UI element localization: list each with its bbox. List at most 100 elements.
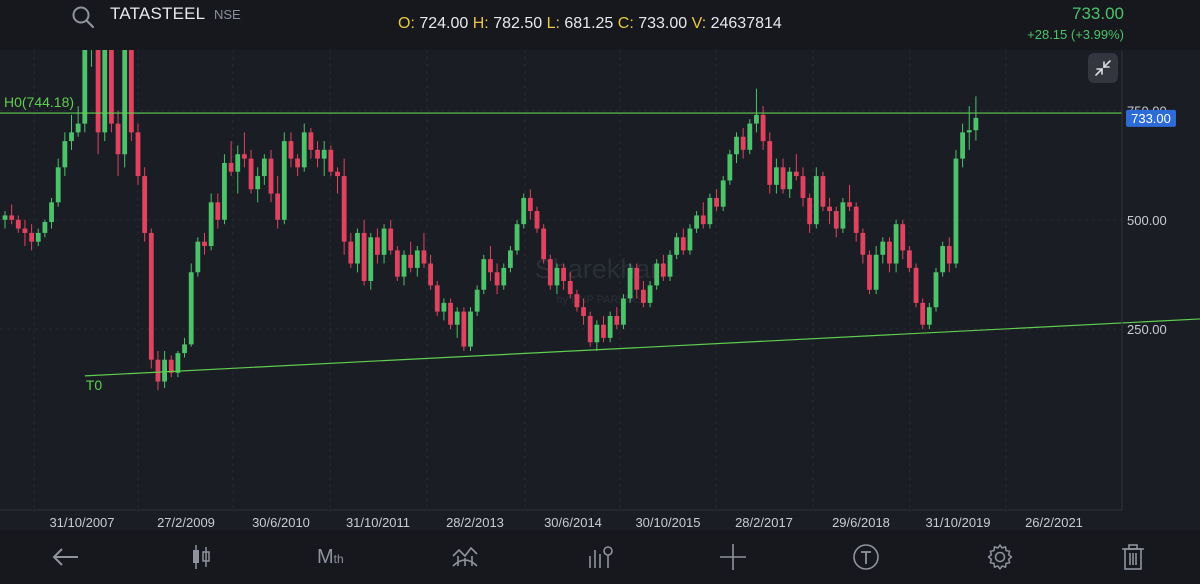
candle-body xyxy=(208,202,214,247)
candle xyxy=(700,202,706,229)
candle xyxy=(175,350,181,378)
candle xyxy=(75,106,81,137)
candle-body xyxy=(55,167,61,203)
candle xyxy=(341,158,347,255)
candle xyxy=(953,149,959,268)
candle-body xyxy=(315,149,320,159)
crosshair-button[interactable] xyxy=(718,542,748,572)
candle-body xyxy=(281,141,287,220)
candle xyxy=(109,50,114,133)
candle-body xyxy=(621,298,626,325)
close-value: 733.00 xyxy=(638,15,688,32)
candle xyxy=(388,219,394,255)
candle-body xyxy=(521,197,527,225)
candle xyxy=(813,167,819,229)
candle xyxy=(720,176,726,212)
candle xyxy=(414,246,420,277)
candle xyxy=(122,50,128,168)
candle-body xyxy=(401,254,407,277)
candle xyxy=(641,281,646,308)
volume-value: 24637814 xyxy=(710,15,782,32)
x-tick-label: 31/10/2011 xyxy=(346,515,410,530)
settings-tools-button[interactable] xyxy=(585,542,615,572)
candle-body xyxy=(195,241,201,273)
candle-body xyxy=(634,267,640,290)
candle xyxy=(594,320,600,351)
fullscreen-button[interactable] xyxy=(1088,53,1118,83)
candle-body xyxy=(434,285,440,312)
candle xyxy=(581,298,586,325)
trendline-label: T0 xyxy=(86,377,103,393)
candle xyxy=(601,315,606,343)
open-label: O: xyxy=(398,15,415,32)
candle xyxy=(401,250,407,286)
candle xyxy=(135,123,141,185)
candle xyxy=(900,219,906,260)
candle-body xyxy=(295,158,300,168)
candle xyxy=(9,204,15,225)
candle-body xyxy=(414,250,420,268)
x-tick-label: 29/6/2018 xyxy=(832,515,890,530)
delete-button[interactable] xyxy=(1118,542,1148,572)
candle xyxy=(521,193,527,229)
fullscreen-toggle[interactable] xyxy=(1088,53,1118,83)
candle xyxy=(368,232,374,290)
candle-body xyxy=(168,359,174,373)
candle xyxy=(148,228,154,369)
x-tick-label: 27/2/2009 xyxy=(157,515,215,530)
candle xyxy=(887,237,892,273)
candle xyxy=(255,167,261,203)
open-value: 724.00 xyxy=(419,15,469,32)
candle xyxy=(514,219,520,255)
candle-body xyxy=(328,149,334,172)
candle-body xyxy=(926,307,932,325)
watermark-brand: Sharekhan xyxy=(535,254,666,284)
search-icon[interactable] xyxy=(70,4,96,30)
settings-button[interactable] xyxy=(985,542,1015,572)
text-tool-button[interactable] xyxy=(851,542,881,572)
chart-type-button[interactable] xyxy=(186,542,216,572)
candle xyxy=(554,263,560,295)
candle-body xyxy=(381,228,387,255)
indicators-button[interactable] xyxy=(450,542,480,572)
candle xyxy=(328,145,334,177)
candle-body xyxy=(394,250,400,277)
back-button[interactable] xyxy=(50,542,80,572)
candle xyxy=(787,167,793,198)
candle xyxy=(807,193,813,233)
candle-body xyxy=(907,250,912,268)
candle-body xyxy=(182,344,187,354)
candle xyxy=(90,50,92,67)
x-tick-label: 30/6/2010 xyxy=(252,515,310,530)
candle-body xyxy=(893,224,899,264)
drawn-lines[interactable]: H0(744.18) T0 xyxy=(0,94,1200,393)
candle xyxy=(268,149,274,203)
symbol-name[interactable]: TATASTEEL xyxy=(110,4,206,23)
candle xyxy=(15,215,21,233)
price-chart[interactable]: Sharekhan by BNP PARIBAS H0(744.18)T0 25… xyxy=(0,50,1200,530)
candle-body xyxy=(840,202,846,229)
candle-body xyxy=(175,353,181,373)
crosshair-icon xyxy=(720,544,746,570)
candle xyxy=(215,193,221,229)
candle-body xyxy=(308,132,314,150)
interval-button[interactable]: Mth xyxy=(317,546,344,568)
candle xyxy=(468,307,473,351)
candle xyxy=(202,232,207,255)
candle-body xyxy=(614,315,620,325)
candle xyxy=(707,193,713,229)
candle xyxy=(315,141,320,168)
candle-body xyxy=(627,267,633,299)
candle-body xyxy=(135,132,141,177)
candle-body xyxy=(660,263,666,277)
x-tick-label: 28/2/2013 xyxy=(446,515,504,530)
candle xyxy=(348,232,354,268)
candle xyxy=(275,176,281,229)
candle xyxy=(734,132,739,163)
candle-body xyxy=(335,171,340,177)
x-tick-label: 31/10/2019 xyxy=(925,515,990,530)
candle xyxy=(421,232,427,268)
candle-body xyxy=(109,50,114,124)
candle-body xyxy=(408,254,414,268)
candle-body xyxy=(128,50,134,133)
